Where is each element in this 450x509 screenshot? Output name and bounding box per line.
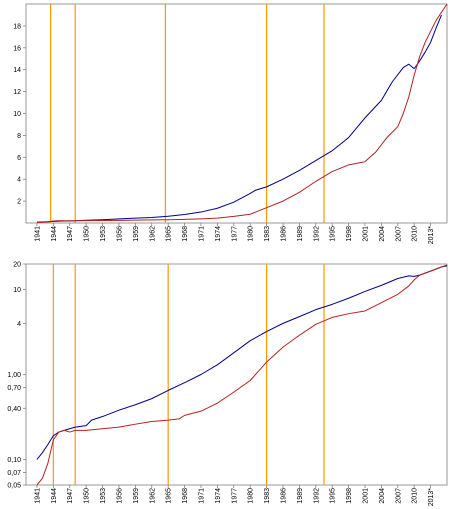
- x-tick-label: 2013*: [428, 488, 435, 507]
- x-tick-label: 2007: [395, 488, 402, 504]
- x-tick-label: 2004: [379, 226, 386, 242]
- x-tick-label: 2001: [362, 488, 369, 504]
- y-tick-label: 8: [17, 133, 21, 140]
- plot-frame: [26, 264, 447, 485]
- series-line-red: [37, 265, 447, 485]
- x-tick-label: 1974: [215, 226, 222, 242]
- y-tick-label: 20: [13, 262, 21, 269]
- y-tick-label: 0,70: [7, 385, 21, 392]
- x-tick-label: 1989: [297, 488, 304, 504]
- y-tick-label: 4: [17, 321, 21, 328]
- x-tick-label: 1944: [51, 226, 58, 242]
- y-tick-label: 4: [17, 177, 21, 184]
- y-tick-label: 10: [13, 111, 21, 118]
- x-tick-label: 1989: [297, 226, 304, 242]
- x-tick-label: 1992: [313, 226, 320, 242]
- y-tick-label: 0,10: [7, 457, 21, 464]
- x-tick-label: 1995: [330, 226, 337, 242]
- x-tick-label: 1944: [51, 488, 58, 504]
- y-tick-label: 0,07: [7, 470, 21, 477]
- series-line-red: [37, 4, 447, 222]
- x-tick-label: 1980: [248, 226, 255, 242]
- x-tick-label: 1941: [34, 226, 41, 242]
- linear-scale-chart: 2 4 6 8 10 12 14 16 18 1941 1944 1947 1950 1953 1956 19…: [13, 4, 447, 244]
- y-tick-label: 12: [13, 89, 21, 96]
- x-tick-label: 2004: [379, 488, 386, 504]
- y-tick-label: 2: [17, 199, 21, 206]
- y-tick-label: 10: [13, 287, 21, 294]
- x-tick-label: 1947: [67, 488, 74, 504]
- x-tick-label: 1953: [100, 226, 107, 242]
- x-tick-label: 1959: [133, 226, 140, 242]
- x-tick-label: 1962: [149, 226, 156, 242]
- x-tick-label: 1974: [215, 488, 222, 504]
- series-line-blue: [37, 266, 447, 460]
- x-tick-label: 1953: [100, 488, 107, 504]
- y-tick-label: 6: [17, 155, 21, 162]
- x-tick-label: 1995: [330, 488, 337, 504]
- x-tick-label: 1941: [34, 488, 41, 504]
- y-tick-label: 14: [13, 67, 21, 74]
- series-line-blue: [37, 15, 442, 222]
- x-tick-label: 1956: [116, 226, 123, 242]
- x-tick-label: 1971: [198, 226, 205, 242]
- y-tick-label: 0,40: [7, 406, 21, 413]
- x-tick-label: 1977: [231, 488, 238, 504]
- x-tick-label: 1950: [84, 488, 91, 504]
- x-tick-label: 1992: [313, 488, 320, 504]
- x-tick-label: 2013*: [428, 226, 435, 245]
- y-tick-label: 0,05: [7, 483, 21, 490]
- x-tick-label: 1968: [182, 226, 189, 242]
- x-tick-label: 2001: [362, 226, 369, 242]
- x-tick-label: 1986: [280, 226, 287, 242]
- x-tick-label: 2010: [412, 488, 419, 504]
- x-tick-label: 1983: [264, 226, 271, 242]
- x-tick-label: 1980: [248, 488, 255, 504]
- log-scale-chart: 0,05 0,07 0,10 0,40 0,70 1,00 4 10 20 1941 1944 194…: [7, 262, 447, 507]
- x-tick-label: 1977: [231, 226, 238, 242]
- x-tick-label: 2010: [412, 226, 419, 242]
- x-tick-label: 1962: [149, 488, 156, 504]
- x-tick-label: 1986: [280, 488, 287, 504]
- plot-frame: [26, 4, 447, 223]
- x-tick-label: 1998: [346, 488, 353, 504]
- x-tick-label: 1998: [346, 226, 353, 242]
- x-tick-label: 1971: [198, 488, 205, 504]
- x-tick-label: 1950: [84, 226, 91, 242]
- x-tick-label: 1983: [264, 488, 271, 504]
- x-tick-label: 1959: [133, 488, 140, 504]
- y-tick-label: 1,00: [7, 372, 21, 379]
- y-tick-label: 18: [13, 23, 21, 30]
- x-tick-label: 1965: [166, 226, 173, 242]
- x-tick-label: 1947: [67, 226, 74, 242]
- x-tick-label: 1956: [116, 488, 123, 504]
- x-tick-label: 1968: [182, 488, 189, 504]
- x-tick-label: 2007: [395, 226, 402, 242]
- y-tick-label: 16: [13, 45, 21, 52]
- x-tick-label: 1965: [166, 488, 173, 504]
